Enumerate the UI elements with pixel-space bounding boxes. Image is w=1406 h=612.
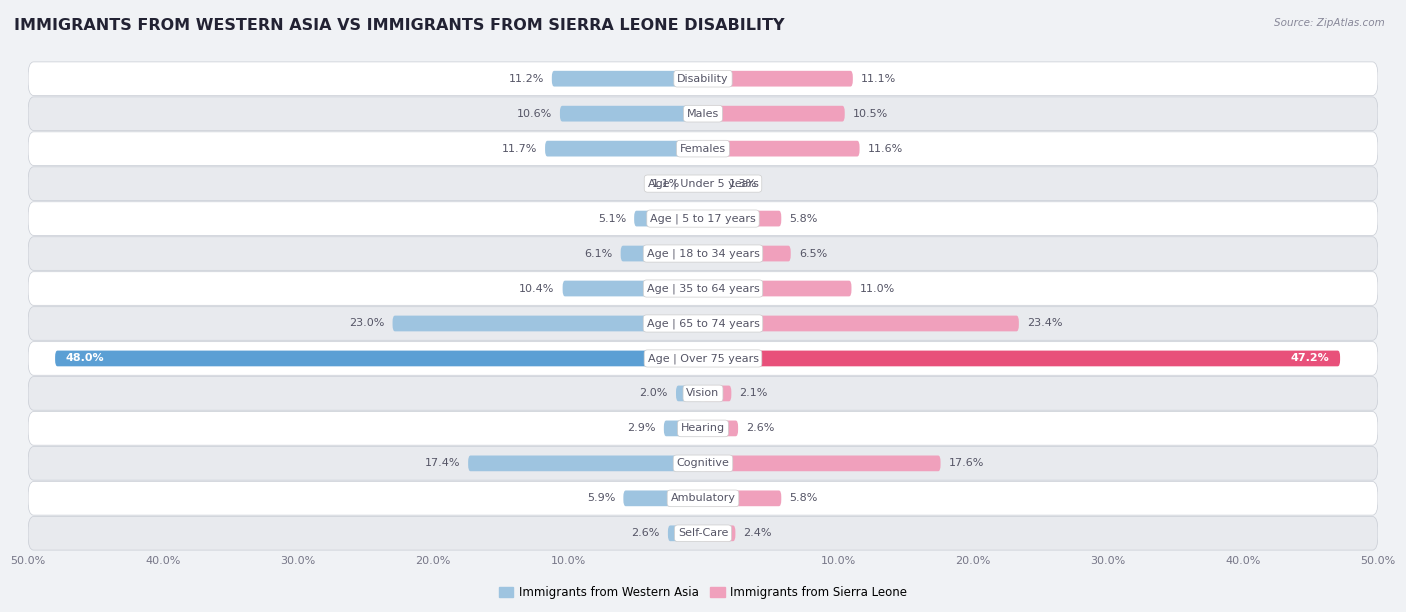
Text: 2.6%: 2.6% [631,528,659,539]
Legend: Immigrants from Western Asia, Immigrants from Sierra Leone: Immigrants from Western Asia, Immigrants… [494,581,912,603]
Text: 10.6%: 10.6% [516,109,551,119]
FancyBboxPatch shape [703,71,853,86]
Text: Source: ZipAtlas.com: Source: ZipAtlas.com [1274,18,1385,28]
FancyBboxPatch shape [560,106,703,122]
FancyBboxPatch shape [28,272,1378,305]
FancyBboxPatch shape [468,455,703,471]
FancyBboxPatch shape [28,482,1378,515]
FancyBboxPatch shape [28,341,1378,375]
Text: 47.2%: 47.2% [1291,354,1329,364]
FancyBboxPatch shape [668,526,703,541]
FancyBboxPatch shape [28,62,1378,95]
Text: 6.5%: 6.5% [799,248,827,258]
Text: Self-Care: Self-Care [678,528,728,539]
Text: 11.7%: 11.7% [502,144,537,154]
Text: 2.0%: 2.0% [640,389,668,398]
Text: Age | 65 to 74 years: Age | 65 to 74 years [647,318,759,329]
FancyBboxPatch shape [634,211,703,226]
Text: Ambulatory: Ambulatory [671,493,735,503]
FancyBboxPatch shape [703,490,782,506]
Text: 11.0%: 11.0% [859,283,894,294]
Text: 23.4%: 23.4% [1026,318,1063,329]
FancyBboxPatch shape [28,447,1378,480]
FancyBboxPatch shape [28,412,1378,445]
FancyBboxPatch shape [703,141,859,157]
Text: Age | 5 to 17 years: Age | 5 to 17 years [650,214,756,224]
FancyBboxPatch shape [392,316,703,331]
FancyBboxPatch shape [703,211,782,226]
FancyBboxPatch shape [546,141,703,157]
Text: 23.0%: 23.0% [349,318,384,329]
FancyBboxPatch shape [28,167,1378,200]
FancyBboxPatch shape [28,202,1378,236]
Text: Males: Males [688,109,718,119]
Text: 1.3%: 1.3% [728,179,756,188]
Text: 2.9%: 2.9% [627,424,655,433]
Text: Females: Females [681,144,725,154]
FancyBboxPatch shape [620,245,703,261]
FancyBboxPatch shape [703,351,1340,367]
Text: 10.4%: 10.4% [519,283,554,294]
Text: 11.6%: 11.6% [868,144,903,154]
FancyBboxPatch shape [703,455,941,471]
FancyBboxPatch shape [28,132,1378,165]
Text: 17.6%: 17.6% [949,458,984,468]
Text: Hearing: Hearing [681,424,725,433]
Text: Age | Under 5 years: Age | Under 5 years [648,178,758,189]
Text: 11.1%: 11.1% [860,73,896,84]
Text: 5.9%: 5.9% [586,493,616,503]
Text: Age | 18 to 34 years: Age | 18 to 34 years [647,248,759,259]
FancyBboxPatch shape [28,307,1378,340]
FancyBboxPatch shape [664,420,703,436]
FancyBboxPatch shape [55,351,703,367]
FancyBboxPatch shape [703,106,845,122]
FancyBboxPatch shape [551,71,703,86]
FancyBboxPatch shape [623,490,703,506]
Text: Cognitive: Cognitive [676,458,730,468]
Text: 48.0%: 48.0% [66,354,104,364]
Text: Disability: Disability [678,73,728,84]
FancyBboxPatch shape [676,386,703,401]
FancyBboxPatch shape [703,420,738,436]
FancyBboxPatch shape [28,237,1378,271]
FancyBboxPatch shape [703,316,1019,331]
FancyBboxPatch shape [28,376,1378,410]
FancyBboxPatch shape [703,245,790,261]
FancyBboxPatch shape [703,386,731,401]
Text: 5.1%: 5.1% [598,214,626,223]
Text: Vision: Vision [686,389,720,398]
Text: 1.1%: 1.1% [652,179,681,188]
FancyBboxPatch shape [688,176,703,192]
Text: IMMIGRANTS FROM WESTERN ASIA VS IMMIGRANTS FROM SIERRA LEONE DISABILITY: IMMIGRANTS FROM WESTERN ASIA VS IMMIGRAN… [14,18,785,34]
Text: 2.6%: 2.6% [747,424,775,433]
Text: 17.4%: 17.4% [425,458,460,468]
FancyBboxPatch shape [703,176,720,192]
Text: 11.2%: 11.2% [509,73,544,84]
FancyBboxPatch shape [28,97,1378,130]
Text: 6.1%: 6.1% [585,248,613,258]
Text: Age | Over 75 years: Age | Over 75 years [648,353,758,364]
FancyBboxPatch shape [703,281,852,296]
Text: Age | 35 to 64 years: Age | 35 to 64 years [647,283,759,294]
FancyBboxPatch shape [28,517,1378,550]
FancyBboxPatch shape [562,281,703,296]
FancyBboxPatch shape [703,526,735,541]
Text: 5.8%: 5.8% [789,493,818,503]
Text: 5.8%: 5.8% [789,214,818,223]
Text: 10.5%: 10.5% [853,109,889,119]
Text: 2.1%: 2.1% [740,389,768,398]
Text: 2.4%: 2.4% [744,528,772,539]
